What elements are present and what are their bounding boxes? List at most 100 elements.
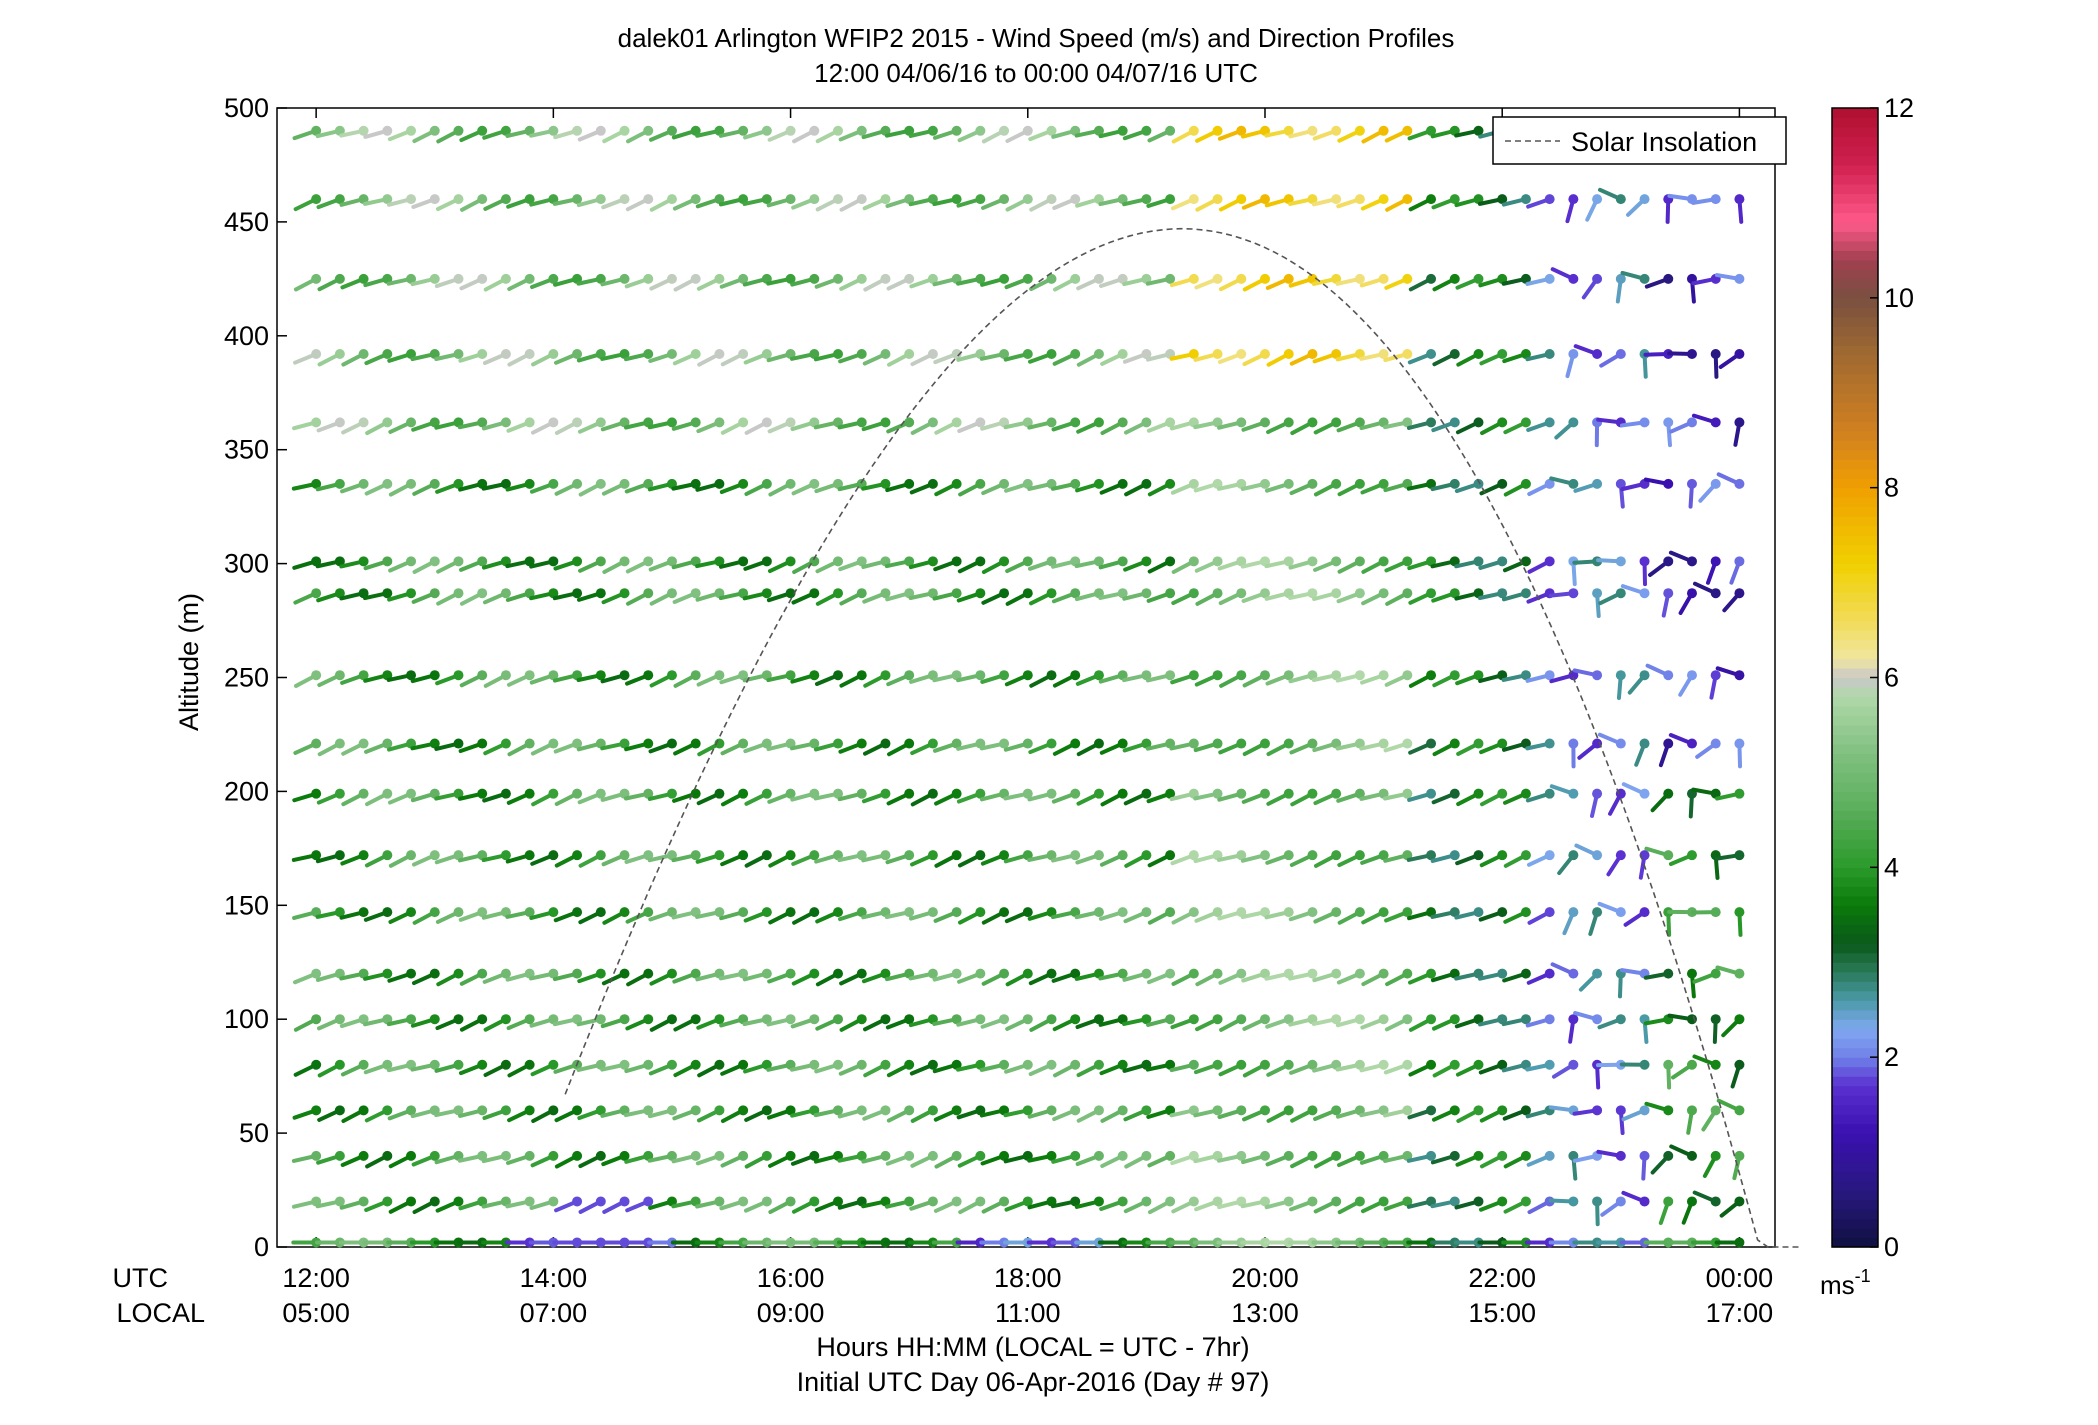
wind-barb-dot	[1497, 556, 1508, 567]
wind-barb-dot	[1734, 1014, 1745, 1025]
wind-barb-dot	[1734, 1150, 1745, 1161]
colorbar-segment	[1832, 668, 1878, 679]
wind-barb-dot	[1093, 556, 1104, 567]
wind-barb-dot	[1497, 349, 1508, 360]
wind-barb-dot	[1212, 1196, 1223, 1207]
colorbar-segment	[1832, 1047, 1878, 1058]
wind-barb-dot	[1259, 788, 1270, 799]
wind-barb-dot	[595, 1196, 606, 1207]
wind-barb-dot	[1497, 1014, 1508, 1025]
wind-barb-dot	[524, 1150, 535, 1161]
wind-barb-dot	[1259, 1196, 1270, 1207]
wind-barb-dot	[1141, 588, 1152, 599]
wind-barb-dot	[619, 788, 630, 799]
wind-barb-dot	[1686, 968, 1697, 979]
wind-barb-dot	[429, 670, 440, 681]
wind-barb-dot	[714, 1059, 725, 1070]
wind-barb-dot	[690, 788, 701, 799]
wind-barb-dot	[809, 907, 820, 918]
wind-barb-dot	[1378, 850, 1389, 861]
wind-barb-dot	[738, 670, 749, 681]
wind-barb-dot	[572, 478, 583, 489]
wind-barb-dot	[1520, 1150, 1531, 1161]
wind-barb-dot	[1307, 850, 1318, 861]
wind-barb-dot	[1165, 1059, 1176, 1070]
wind-barb-dot	[666, 850, 677, 861]
wind-barb-dot	[1473, 349, 1484, 360]
wind-barb-dot	[572, 1105, 583, 1116]
plot-area: 0 50 100 150 200 250 300 350 400 450 500 12:00 05:00…	[224, 93, 1799, 1328]
chart-title: dalek01 Arlington WFIP2 2015 - Wind Spee…	[618, 23, 1455, 53]
colorbar-segment	[1832, 1019, 1878, 1030]
wind-barb-dot	[1544, 194, 1555, 205]
wind-barb-dot	[833, 850, 844, 861]
wind-barb-dot	[927, 588, 938, 599]
wind-barb-dot	[382, 194, 393, 205]
wind-barb-dot	[951, 1196, 962, 1207]
colorbar-segment	[1832, 108, 1878, 119]
wind-barb-dot	[785, 1150, 796, 1161]
wind-barb-dot	[1141, 194, 1152, 205]
colorbar-segment	[1832, 212, 1878, 223]
wind-barb-dot	[595, 1150, 606, 1161]
wind-barb-dot	[643, 588, 654, 599]
wind-barb-dot	[904, 1196, 915, 1207]
chart-subtitle: 12:00 04/06/16 to 00:00 04/07/16 UTC	[814, 58, 1258, 88]
wind-barb-dot	[1497, 1150, 1508, 1161]
wind-barb-dot	[856, 968, 867, 979]
wind-barb-dot	[1331, 273, 1342, 284]
wind-barb-dot	[643, 417, 654, 428]
colorbar-segment	[1832, 677, 1878, 688]
wind-barb-dot	[1568, 1196, 1579, 1207]
wind-barb-dot	[311, 588, 322, 599]
wind-barb-dot	[1046, 670, 1057, 681]
wind-barb-dot	[927, 1105, 938, 1116]
wind-barb-dot	[595, 1059, 606, 1070]
wind-barb-dot	[1520, 588, 1531, 599]
wind-barb-dot	[334, 273, 345, 284]
wind-barb-dot	[904, 670, 915, 681]
wind-barb-dot	[1188, 125, 1199, 136]
colorbar-segment	[1832, 914, 1878, 925]
wind-barb-dot	[406, 1150, 417, 1161]
wind-barb-dot	[429, 588, 440, 599]
wind-barb-dot	[1165, 1196, 1176, 1207]
wind-barb-dot	[500, 125, 511, 136]
wind-barb-dot	[429, 1059, 440, 1070]
wind-barb-dot	[1259, 1105, 1270, 1116]
wind-barb-dot	[809, 968, 820, 979]
colorbar-segment	[1832, 753, 1878, 764]
wind-barb-dot	[334, 349, 345, 360]
wind-barb-dot	[1639, 1105, 1650, 1116]
wind-barb-dot	[595, 850, 606, 861]
wind-barb-dot	[1378, 738, 1389, 749]
wind-barb-dot	[880, 788, 891, 799]
wind-barb-dot	[524, 788, 535, 799]
wind-barb-dot	[1497, 907, 1508, 918]
wind-barb-dot	[1449, 1059, 1460, 1070]
wind-barb-dot	[927, 907, 938, 918]
wind-barb-dot	[1188, 907, 1199, 918]
wind-barb-dot	[1354, 194, 1365, 205]
wind-barb-dot	[1592, 907, 1603, 918]
wind-barb-dot	[880, 273, 891, 284]
wind-barb-dot	[382, 1014, 393, 1025]
wind-barb-dot	[1259, 1150, 1270, 1161]
wind-barb-dot	[738, 556, 749, 567]
wind-barb-dot	[1022, 194, 1033, 205]
wind-barb-dot	[904, 1014, 915, 1025]
wind-barb-dot	[761, 417, 772, 428]
wind-barb-dot	[1734, 349, 1745, 360]
wind-barb-dot	[572, 349, 583, 360]
wind-barb-dot	[1331, 738, 1342, 749]
colorbar-segment	[1832, 202, 1878, 214]
x-axis-sublabel: Initial UTC Day 06-Apr-2016 (Day # 97)	[797, 1367, 1270, 1397]
wind-barb-dot	[833, 670, 844, 681]
wind-barb-dot	[785, 907, 796, 918]
wind-barb-dot	[1615, 850, 1626, 861]
wind-barb-dot	[1188, 670, 1199, 681]
wind-barb-dot	[1283, 670, 1294, 681]
wind-barb-dot	[453, 1014, 464, 1025]
colorbar-segment	[1832, 810, 1878, 821]
wind-barb-dot	[406, 125, 417, 136]
